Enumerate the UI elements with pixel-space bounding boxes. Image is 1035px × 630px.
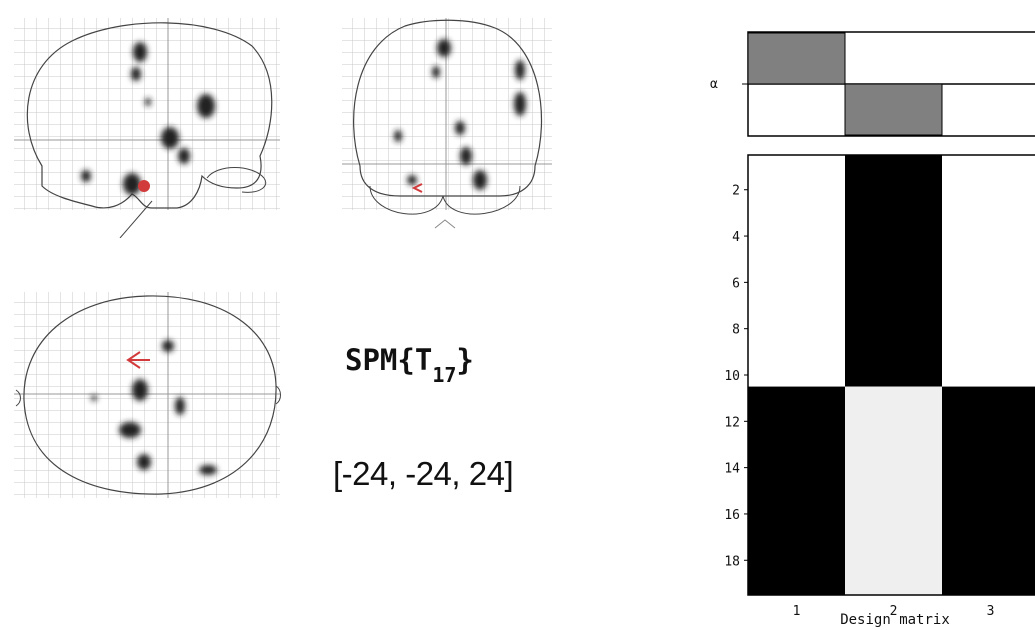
contrast-bar-2 <box>844 83 943 136</box>
contrast-panel: α <box>710 31 1035 137</box>
design-matrix-row-ticks: 2 4 6 8 10 12 14 16 18 <box>724 184 748 569</box>
row-tick-label: 10 <box>724 369 740 384</box>
sagittal-brain-outline <box>26 22 273 209</box>
axial-activation-blobs <box>91 340 217 475</box>
design-matrix-cell <box>748 155 845 387</box>
design-matrix-cell <box>845 155 942 387</box>
row-tick-label: 18 <box>724 554 740 569</box>
sagittal-cursor-icon <box>138 180 150 192</box>
row-tick-label: 12 <box>724 415 740 430</box>
glass-brain-sagittal <box>14 18 280 238</box>
design-matrix-column-ticks: 1 2 3 <box>793 604 995 619</box>
row-tick-label: 6 <box>732 276 740 291</box>
design-matrix-title: Design matrix <box>840 612 950 628</box>
row-tick-label: 16 <box>724 508 740 523</box>
degrees-of-freedom: 17 <box>432 363 457 387</box>
row-tick-label: 4 <box>732 230 740 245</box>
design-matrix-cell <box>942 155 1035 387</box>
glass-brain-axial <box>14 292 281 498</box>
cursor-coordinates: [-24, -24, 24] <box>333 455 514 492</box>
row-tick-label: 2 <box>732 184 740 199</box>
axial-brain-outline <box>23 295 277 495</box>
column-tick-label: 3 <box>987 604 995 619</box>
contrast-bar-1 <box>747 32 846 85</box>
design-matrix <box>747 154 1035 596</box>
design-matrix-cell <box>845 386 942 595</box>
contrast-axis-label: α <box>710 77 718 92</box>
coronal-cursor-icon <box>411 183 423 193</box>
glass-brain-coronal <box>342 18 552 229</box>
spm-statistic-label: SPM{T17} <box>345 343 474 387</box>
column-tick-label: 1 <box>793 604 801 619</box>
coronal-activation-blobs <box>394 39 526 190</box>
row-tick-label: 8 <box>732 323 740 338</box>
column-tick-label: 2 <box>890 604 898 619</box>
design-matrix-cell <box>748 386 845 595</box>
coronal-brain-outline <box>353 19 543 197</box>
sagittal-activation-blobs <box>81 42 215 195</box>
design-matrix-cell <box>942 386 1035 595</box>
axial-cursor-icon <box>126 351 150 369</box>
row-tick-label: 14 <box>724 462 740 477</box>
